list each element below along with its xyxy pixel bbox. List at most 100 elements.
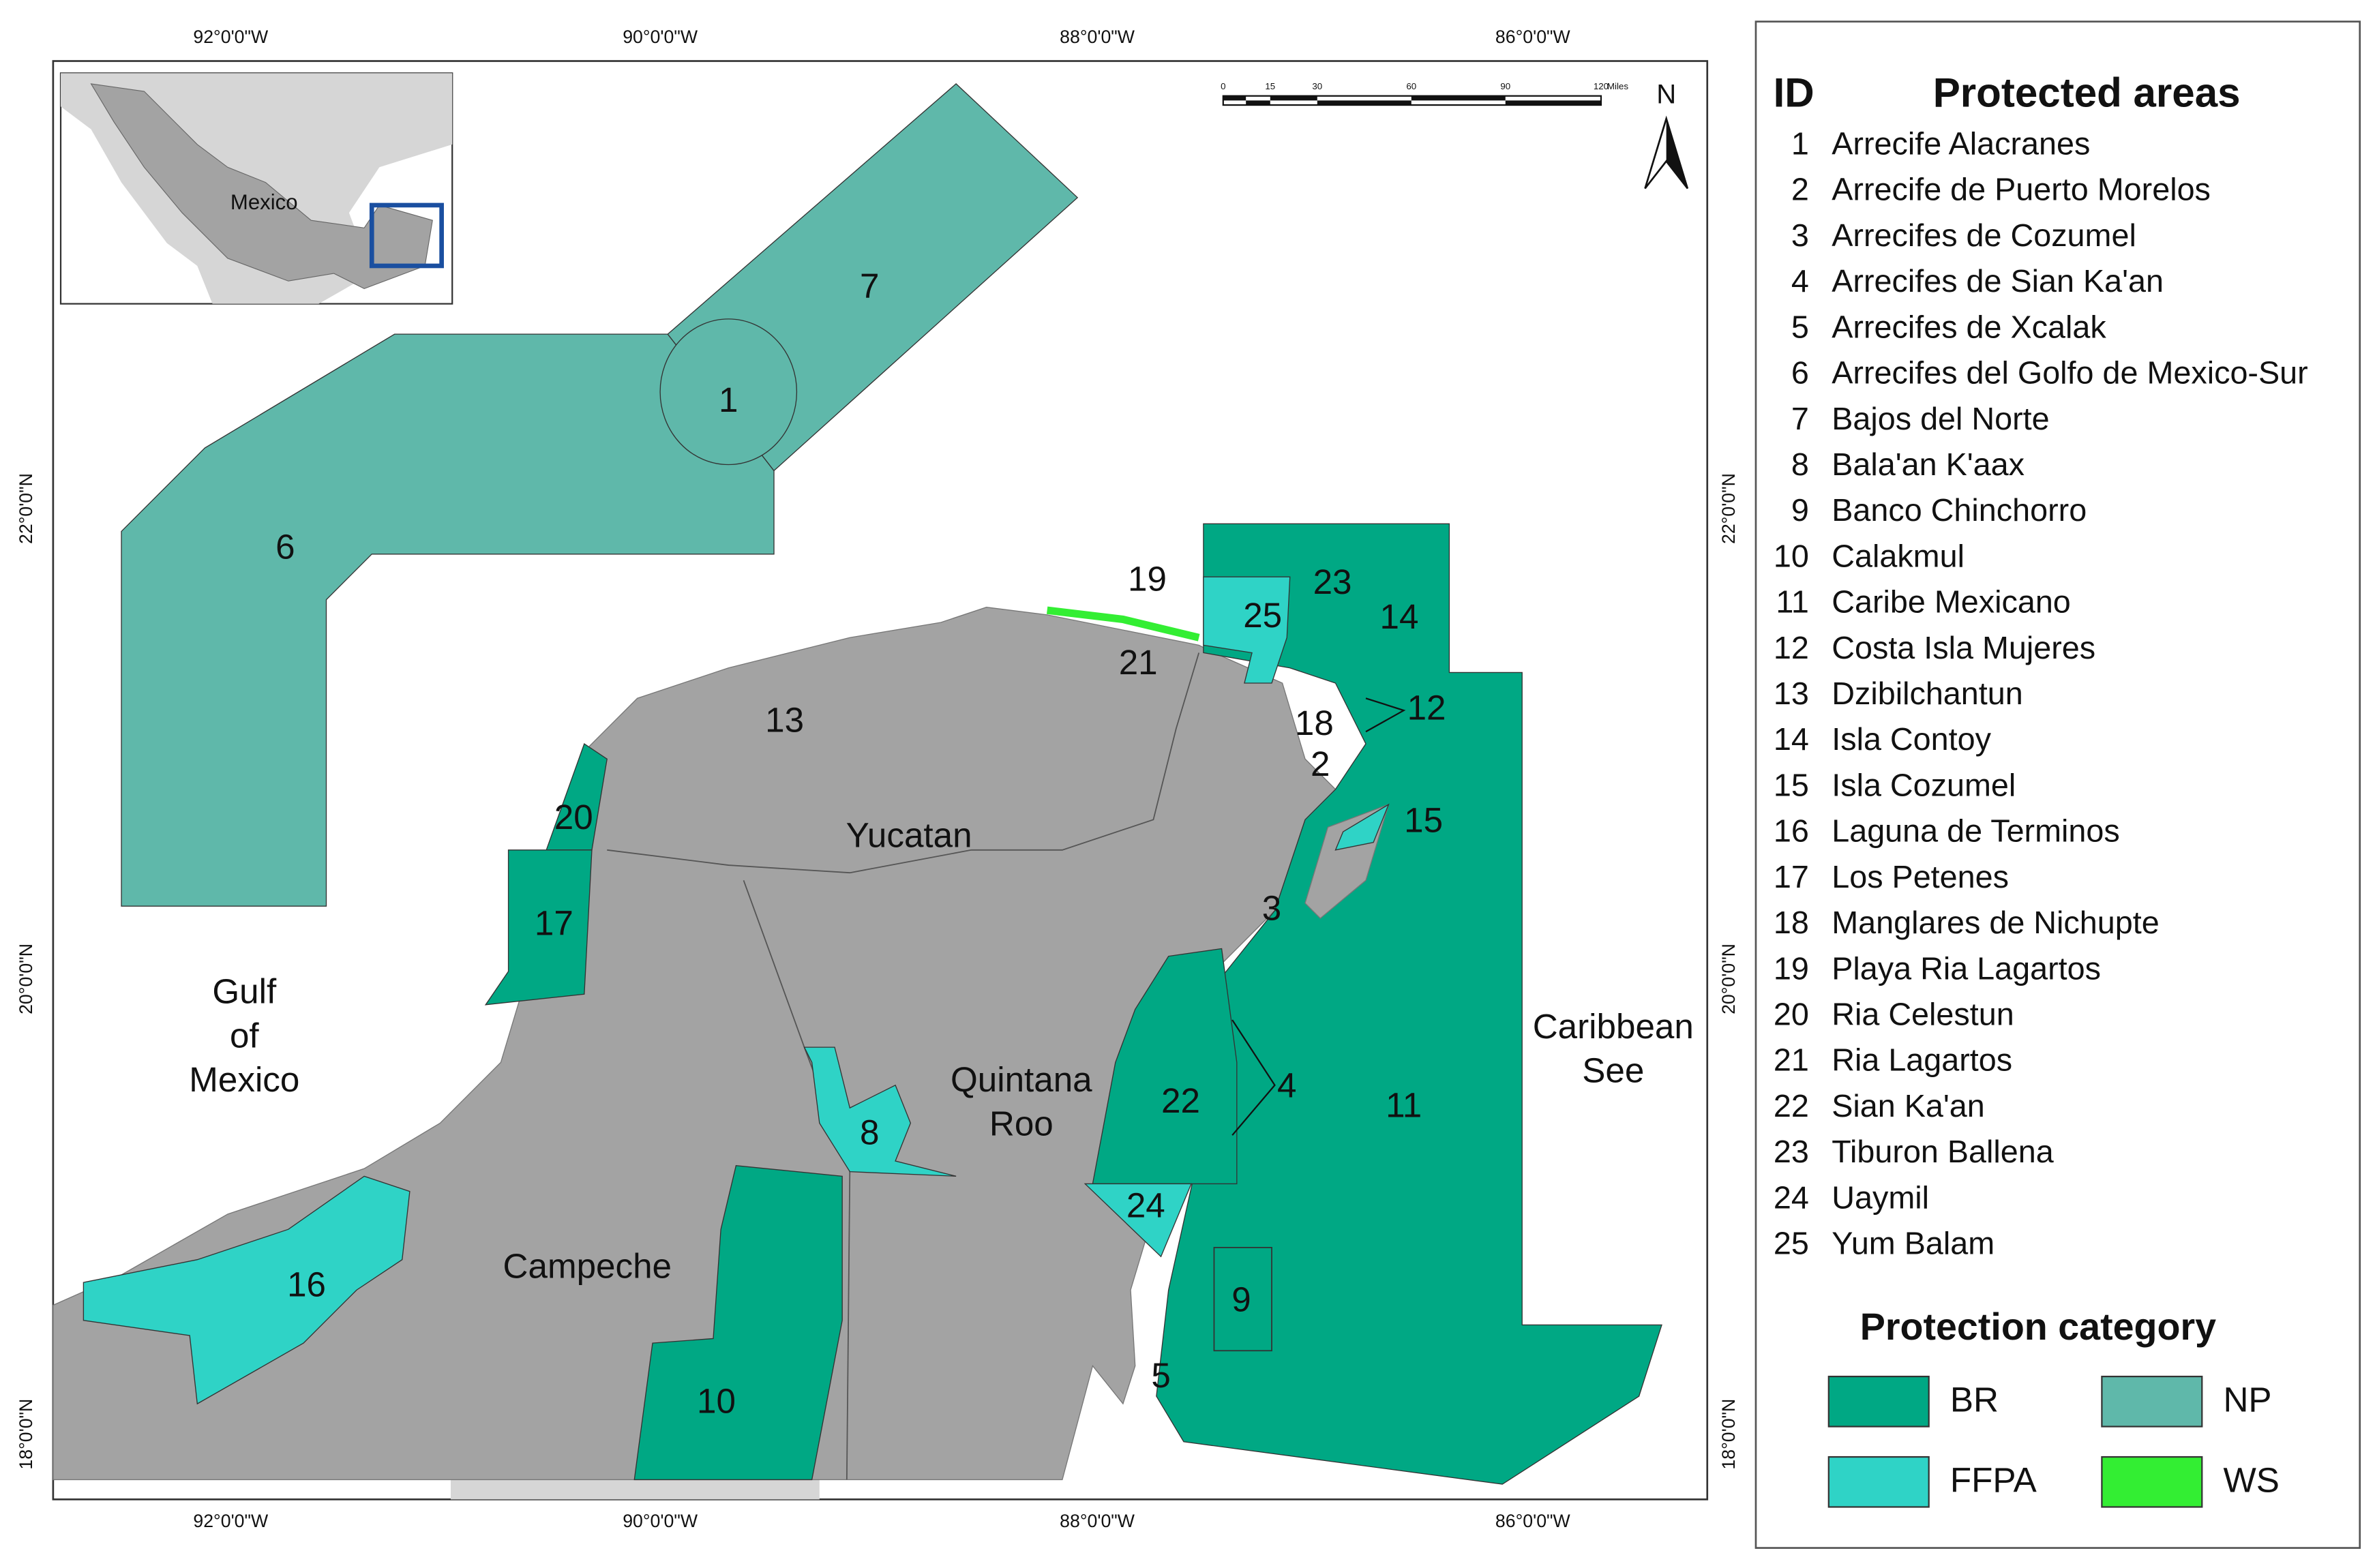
lon-label: 92°0'0"W (193, 27, 269, 47)
scale-label: 120 (1594, 81, 1609, 91)
scale-label: 30 (1312, 81, 1322, 91)
legend-name: Arrecifes de Cozumel (1832, 217, 2136, 253)
area-label: 20 (554, 798, 593, 836)
lat-label: 18°0'0"N (16, 1399, 36, 1470)
scale-label: 0 (1221, 81, 1225, 91)
legend-id: 21 (1774, 1042, 1809, 1078)
region-label: Quintana (951, 1060, 1092, 1099)
region-label: Caribbean (1533, 1007, 1694, 1046)
category-swatch (1827, 1375, 1930, 1428)
region-label: See (1582, 1051, 1644, 1089)
area-label: 12 (1407, 689, 1446, 727)
area-label: 9 (1231, 1280, 1251, 1319)
legend-id: 11 (1776, 584, 1809, 620)
scale-segment (1270, 95, 1317, 101)
area-1 (659, 318, 798, 466)
legend-name: Uaymil (1832, 1179, 1929, 1215)
legend-name: Isla Contoy (1832, 721, 1991, 757)
area-label: 25 (1243, 596, 1282, 635)
legend-name: Calakmul (1832, 538, 1965, 573)
legend-id: 7 (1791, 401, 1809, 436)
lat-label: 20°0'0"N (1718, 944, 1739, 1014)
category-label: NP (2223, 1380, 2271, 1419)
legend-name: Sian Ka'an (1832, 1088, 1985, 1124)
category-swatch (2101, 1456, 2203, 1508)
area-16 (83, 1175, 410, 1405)
legend-name: Tiburon Ballena (1832, 1134, 2054, 1169)
scale-segment (1246, 100, 1270, 106)
north-label: N (1656, 79, 1676, 109)
legend-name: Yum Balam (1832, 1226, 1995, 1261)
area-label: 3 (1262, 888, 1281, 927)
lon-label: 88°0'0"W (1060, 1511, 1135, 1531)
area-label: 2 (1311, 744, 1330, 783)
category-label: WS (2223, 1460, 2279, 1499)
legend-name: Bajos del Norte (1832, 401, 2049, 436)
area-label: 23 (1313, 562, 1352, 601)
area-25 (1203, 576, 1291, 684)
protected-areas (83, 83, 1662, 1485)
area-8 (803, 1046, 957, 1177)
region-label: of (230, 1016, 259, 1055)
area-label: 1 (719, 380, 738, 419)
inset (59, 72, 453, 305)
legend-name: Dzibilchantun (1832, 676, 2022, 711)
legend-name: Bala'an K'aax (1832, 447, 2025, 482)
scale-label: 60 (1406, 81, 1416, 91)
legend-name: Caribe Mexicano (1832, 584, 2071, 620)
area-17 (484, 849, 593, 1006)
legend-name: Playa Ria Lagartos (1832, 950, 2101, 986)
guatemala-strip (450, 1479, 820, 1500)
legend-id: 5 (1791, 309, 1809, 344)
region-label: Roo (989, 1104, 1054, 1143)
legend-name: Manglares de Nichupte (1832, 905, 2159, 940)
area-11 (1156, 523, 1662, 1485)
region-label: Yucatan (846, 816, 972, 855)
scale-segment (1223, 95, 1246, 101)
category-title: Protection category (1860, 1306, 2216, 1348)
area-label: 18 (1295, 704, 1334, 742)
lon-label: 90°0'0"W (623, 1511, 698, 1531)
scale-segment (1505, 100, 1601, 106)
legend-id: 23 (1774, 1134, 1809, 1169)
area-label: 11 (1386, 1086, 1422, 1125)
legend-id: 12 (1774, 630, 1809, 665)
legend-name: Arrecifes del Golfo de Mexico-Sur (1832, 355, 2307, 391)
legend-id: 24 (1774, 1179, 1809, 1215)
scale-label: Miles (1607, 81, 1628, 91)
legend-name: Costa Isla Mujeres (1832, 630, 2095, 665)
lat-label: 18°0'0"N (1718, 1399, 1739, 1470)
legend-id: 3 (1791, 217, 1809, 253)
legend-name: Arrecifes de Xcalak (1832, 309, 2106, 344)
legend-name: Arrecifes de Sian Ka'an (1832, 263, 2164, 299)
state-border (607, 652, 1200, 874)
inset-extent (369, 202, 444, 269)
scale-label: 90 (1500, 81, 1510, 91)
lon-label: 86°0'0"W (1495, 27, 1571, 47)
lat-label: 22°0'0"N (16, 473, 36, 544)
lon-label: 88°0'0"W (1060, 27, 1135, 47)
legend-id: 10 (1774, 538, 1809, 573)
legend-id: 22 (1774, 1088, 1809, 1124)
area-label: 15 (1404, 800, 1443, 839)
legend-frame (1754, 20, 2361, 1549)
area-label: 4 (1277, 1066, 1296, 1105)
legend-id: 14 (1774, 721, 1809, 757)
legend-id: 1 (1791, 125, 1809, 161)
legend-name: Los Petenes (1832, 859, 2009, 894)
region-label: Mexico (189, 1060, 299, 1099)
area-label: 10 (697, 1382, 736, 1421)
area-label: 19 (1128, 559, 1167, 598)
category-label: FFPA (1950, 1460, 2037, 1499)
legend-name: Isla Cozumel (1832, 767, 2016, 802)
lon-label: 86°0'0"W (1495, 1511, 1571, 1531)
inset-label: Mexico (230, 190, 298, 214)
area-label: 8 (860, 1113, 879, 1152)
leader-4 (1231, 1019, 1276, 1136)
legend-name: Laguna de Terminos (1832, 813, 2120, 849)
scale-label: 15 (1265, 81, 1275, 91)
scale-segment (1411, 95, 1506, 101)
area-label: 22 (1161, 1081, 1200, 1120)
area-label: 5 (1151, 1356, 1170, 1395)
legend-id: 17 (1774, 859, 1809, 894)
